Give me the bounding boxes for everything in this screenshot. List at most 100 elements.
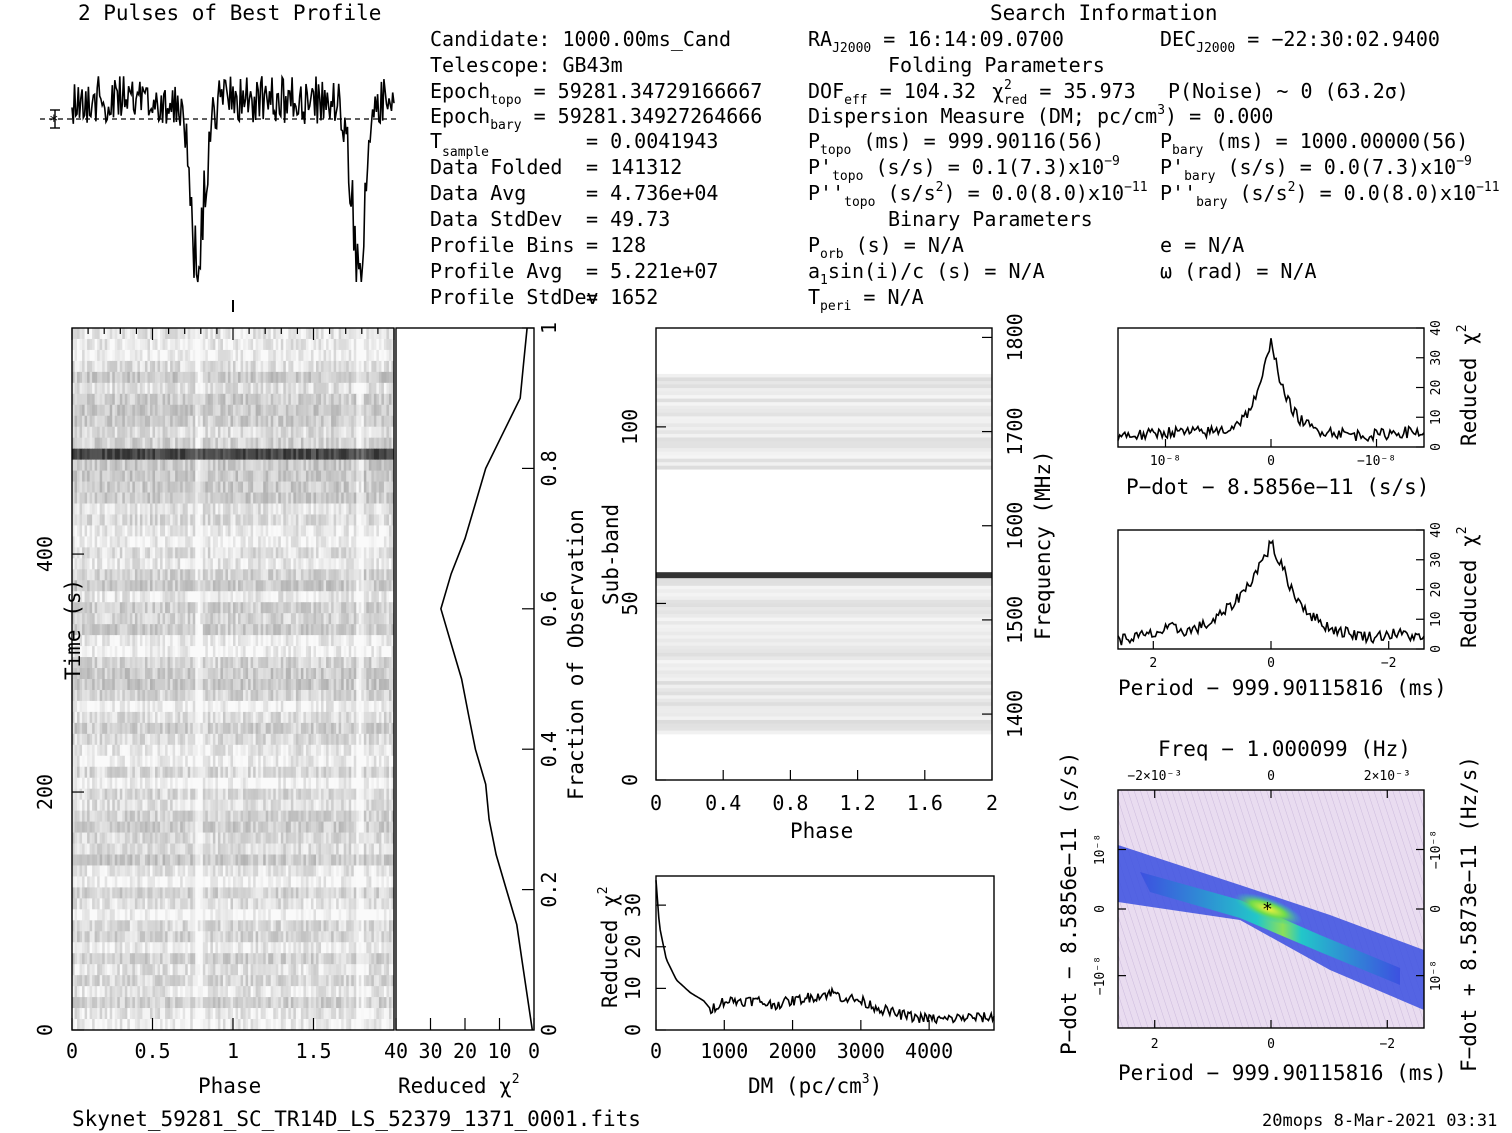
time-phase-cell (215, 481, 219, 493)
time-phase-cell (305, 580, 309, 592)
time-phase-cell (333, 657, 337, 669)
time-phase-cell (308, 733, 312, 746)
time-phase-cell (205, 382, 209, 395)
time-phase-cell (238, 558, 241, 570)
time-phase-cell (182, 481, 186, 493)
time-phase-cell (180, 536, 184, 548)
time-phase-cell (316, 722, 319, 735)
time-phase-cell (187, 382, 191, 395)
time-phase-cell (182, 635, 186, 647)
time-phase-cell (255, 689, 259, 702)
time-phase-cell (250, 525, 254, 537)
time-phase-cell (165, 569, 168, 581)
time-phase-cell (192, 360, 196, 373)
time-phase-cell (155, 700, 158, 713)
time-phase-cell (238, 404, 241, 417)
time-phase-cell (388, 700, 392, 713)
time-phase-cell (285, 328, 289, 340)
time-phase-cell (122, 360, 126, 373)
time-phase-cell (273, 426, 277, 439)
time-phase-cell (122, 415, 126, 428)
time-phase-cell (114, 700, 118, 713)
time-phase-cell (333, 349, 337, 362)
time-phase-cell (215, 514, 219, 526)
time-phase-cell (255, 613, 259, 625)
time-phase-cell (89, 613, 93, 625)
time-phase-cell (215, 722, 219, 735)
time-phase-cell (245, 679, 249, 691)
time-phase-cell (278, 580, 282, 592)
time-phase-cell (180, 459, 184, 471)
time-phase-cell (285, 558, 289, 570)
time-phase-cell (87, 700, 91, 713)
time-phase-cell (205, 536, 209, 548)
time-phase-cell (376, 711, 380, 724)
time-phase-cell (351, 448, 355, 461)
time-phase-cell (313, 613, 317, 625)
time-phase-cell (356, 711, 360, 724)
time-phase-cell (348, 569, 352, 581)
time-phase-cell (84, 668, 88, 680)
time-phase-cell (134, 646, 138, 658)
time-phase-cell (295, 711, 299, 724)
time-phase-cell (205, 547, 209, 559)
time-phase-cell (348, 393, 352, 406)
time-phase-cell (134, 657, 138, 669)
time-phase-cell (82, 679, 85, 691)
time-phase-cell (255, 700, 259, 713)
time-phase-cell (87, 602, 91, 614)
time-phase-cell (162, 700, 166, 713)
time-phase-cell (346, 700, 350, 713)
time-phase-cell (157, 338, 161, 351)
time-phase-cell (227, 646, 231, 658)
time-phase-cell (376, 624, 380, 636)
time-phase-cell (356, 700, 360, 713)
time-phase-cell (137, 580, 141, 592)
time-phase-cell (388, 481, 392, 493)
time-phase-cell (283, 371, 287, 384)
time-phase-cell (275, 371, 279, 384)
time-phase-cell (386, 426, 390, 439)
time-phase-cell (207, 459, 211, 471)
time-phase-cell (92, 371, 96, 384)
time-phase-cell (300, 371, 304, 384)
time-phase-cell (82, 415, 85, 428)
time-phase-cell (212, 360, 216, 373)
time-phase-cell (285, 547, 289, 559)
time-phase-cell (195, 503, 199, 515)
time-phase-cell (167, 514, 171, 526)
time-phase-cell (268, 547, 272, 559)
time-phase-cell (227, 536, 231, 548)
time-phase-cell (310, 415, 314, 428)
time-phase-cell (155, 569, 158, 581)
time-phase-cell (144, 360, 148, 373)
time-phase-cell (243, 426, 246, 439)
time-phase-cell (305, 481, 309, 493)
time-phase-cell (94, 613, 98, 625)
time-phase-cell (305, 404, 309, 417)
time-phase-cell (190, 503, 194, 515)
time-phase-cell (300, 711, 304, 724)
time-phase-cell (386, 547, 390, 559)
time-phase-cell (290, 525, 294, 537)
time-phase-cell (295, 459, 299, 471)
time-phase-cell (270, 459, 274, 471)
time-phase-cell (260, 744, 264, 757)
time-phase-cell (348, 646, 352, 658)
time-phase-cell (170, 371, 174, 384)
time-phase-cell (172, 525, 176, 537)
time-phase-cell (356, 580, 360, 592)
time-phase-cell (104, 689, 108, 702)
time-phase-cell (142, 668, 146, 680)
time-phase-cell (366, 547, 370, 559)
time-phase-cell (190, 404, 194, 417)
time-phase-cell (94, 700, 98, 713)
time-phase-cell (328, 668, 332, 680)
time-phase-cell (190, 470, 194, 482)
time-phase-cell (99, 602, 103, 614)
time-phase-cell (353, 536, 357, 548)
time-phase-cell (285, 744, 289, 757)
time-phase-cell (79, 624, 83, 636)
time-phase-cell (152, 744, 156, 757)
time-phase-cell (162, 404, 166, 417)
